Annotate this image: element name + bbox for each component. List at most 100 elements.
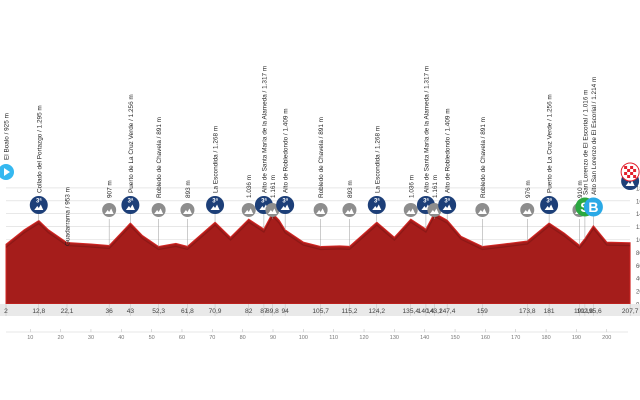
point-label: 893 m: [185, 180, 192, 198]
gray-badge: [313, 203, 328, 217]
point-label: Puerto de La Cruz Verde / 1.256 m: [128, 94, 135, 193]
mountain-icon: [522, 208, 532, 214]
start-arrow: [4, 168, 10, 176]
gray-badge: [241, 203, 256, 217]
km-strip-label: 140,4: [418, 308, 435, 315]
km-strip-label: 115,2: [341, 308, 357, 315]
km-strip-label: 89,8: [266, 308, 279, 315]
category-label: 3ª: [444, 198, 450, 205]
km-strip-label: 192,8: [577, 308, 594, 315]
point-label: Alto San Lorenzo de El Escorial / 1.214 …: [591, 77, 598, 195]
mountain-icon: [104, 208, 114, 214]
elevation-circle: [403, 203, 418, 217]
point-label: 1.036 m: [246, 175, 253, 198]
mountain-icon: [429, 208, 439, 214]
point-label: El Boalo / 925 m: [4, 113, 11, 160]
gray-badge: [475, 203, 490, 217]
cat-badge: 3ª: [121, 196, 140, 214]
mountain-icon: [316, 208, 326, 214]
km-strip-label: 70,9: [209, 308, 222, 315]
mountain-icon: [244, 208, 254, 214]
x-tick-label: 70: [209, 335, 215, 341]
finish-check: [633, 175, 637, 178]
finish-check: [630, 166, 634, 169]
profile-shade: [5, 215, 631, 251]
km-strip-band: [0, 304, 640, 316]
category-circle: [438, 196, 457, 214]
km-strip-label: 135,4: [402, 308, 419, 315]
km-strip-label: 12,8: [32, 308, 45, 315]
finish-check: [624, 172, 628, 175]
y-tick-label: 1400: [636, 212, 640, 218]
x-tick-label: 120: [359, 335, 368, 341]
cat-badge: 3ª: [540, 196, 559, 214]
x-tick-label: 90: [270, 335, 276, 341]
x-tick-label: 180: [541, 335, 550, 341]
mountain-icon: [372, 204, 382, 210]
elevation-circle: [342, 203, 357, 217]
elevation-circle: [180, 203, 195, 217]
point-label: Alto de Robledondo / 1.409 m: [283, 108, 290, 193]
category-label: 3ª: [212, 198, 218, 205]
mountain-icon: [280, 204, 290, 210]
km-strip-label: 147,4: [439, 308, 456, 315]
km-strip-label: 159: [477, 308, 488, 315]
x-axis-ticks: 10 20 30 40 50 60 70 80 90 100 110 120 130 140 150 160 1…: [6, 329, 628, 341]
point-label: Collado del Portazgo / 1.295 m: [36, 105, 43, 193]
elevation-circle: [313, 203, 328, 217]
x-tick-label: 80: [240, 335, 246, 341]
cat-badge: 3ª: [206, 196, 225, 214]
point-label: 910 m: [577, 180, 584, 198]
km-strip-label: 61,8: [181, 308, 194, 315]
km-strip-label: 52,3: [152, 308, 165, 315]
point-label: Alto de Santa María de la Alameda / 1.31…: [423, 66, 430, 193]
point-label: 1.036 m: [408, 175, 415, 198]
gray-badge: [102, 203, 117, 217]
elevation-circle: [241, 203, 256, 217]
category-circle: [367, 196, 386, 214]
gray-badge: [342, 203, 357, 217]
point-badges: 3ª3ª3ª3ª3ª3ª3ª3ª3ªSB3ª: [0, 162, 640, 217]
category-label: 3ª: [128, 198, 134, 205]
km-strip-label: 43: [127, 308, 135, 315]
point-label: Alto de Santa María de la Alameda / 1.31…: [261, 66, 268, 193]
x-tick-label: 40: [118, 335, 124, 341]
elevation-circle: [520, 203, 535, 217]
category-label: 3ª: [282, 198, 288, 205]
km-strip-label: 195,6: [585, 308, 602, 315]
elevation-circle: [151, 203, 166, 217]
elevation-circle: [475, 203, 490, 217]
mountain-icon: [210, 204, 220, 210]
km-strip-label: 87: [260, 308, 268, 315]
point-label: 976 m: [525, 180, 532, 198]
gray-badge: [265, 203, 280, 217]
mountain-icon: [544, 204, 554, 210]
mountain-icon: [477, 208, 487, 214]
x-tick-label: 50: [149, 335, 155, 341]
guide-lines: [38, 213, 594, 247]
y-tick-label: 1200: [636, 225, 640, 231]
category-circle: [121, 196, 140, 214]
bonus-label: B: [588, 199, 598, 215]
cat-badge: 3ª: [438, 196, 457, 214]
category-label: 3ª: [546, 198, 552, 205]
km-strip-label: 173,8: [519, 308, 536, 315]
x-tick-label: 110: [329, 335, 338, 341]
km-strip-label: 191: [574, 308, 585, 315]
km-strip-label: 124,2: [369, 308, 386, 315]
x-tick-label: 200: [602, 335, 611, 341]
point-label: La Escondida / 1.268 m: [213, 126, 220, 193]
x-tick-label: 60: [179, 335, 185, 341]
y-axis-ticks: 020040060080010001200140016001800: [636, 186, 640, 308]
gray-badge: [520, 203, 535, 217]
mountain-icon: [182, 208, 192, 214]
gray-badge: [427, 203, 442, 217]
mountain-icon: [625, 180, 635, 186]
mountain-icon: [154, 208, 164, 214]
x-tick-label: 190: [572, 335, 581, 341]
point-label: 1.161 m: [432, 175, 439, 198]
x-tick-label: 170: [511, 335, 520, 341]
bonus-badge: B: [583, 197, 603, 217]
x-tick-label: 100: [299, 335, 308, 341]
